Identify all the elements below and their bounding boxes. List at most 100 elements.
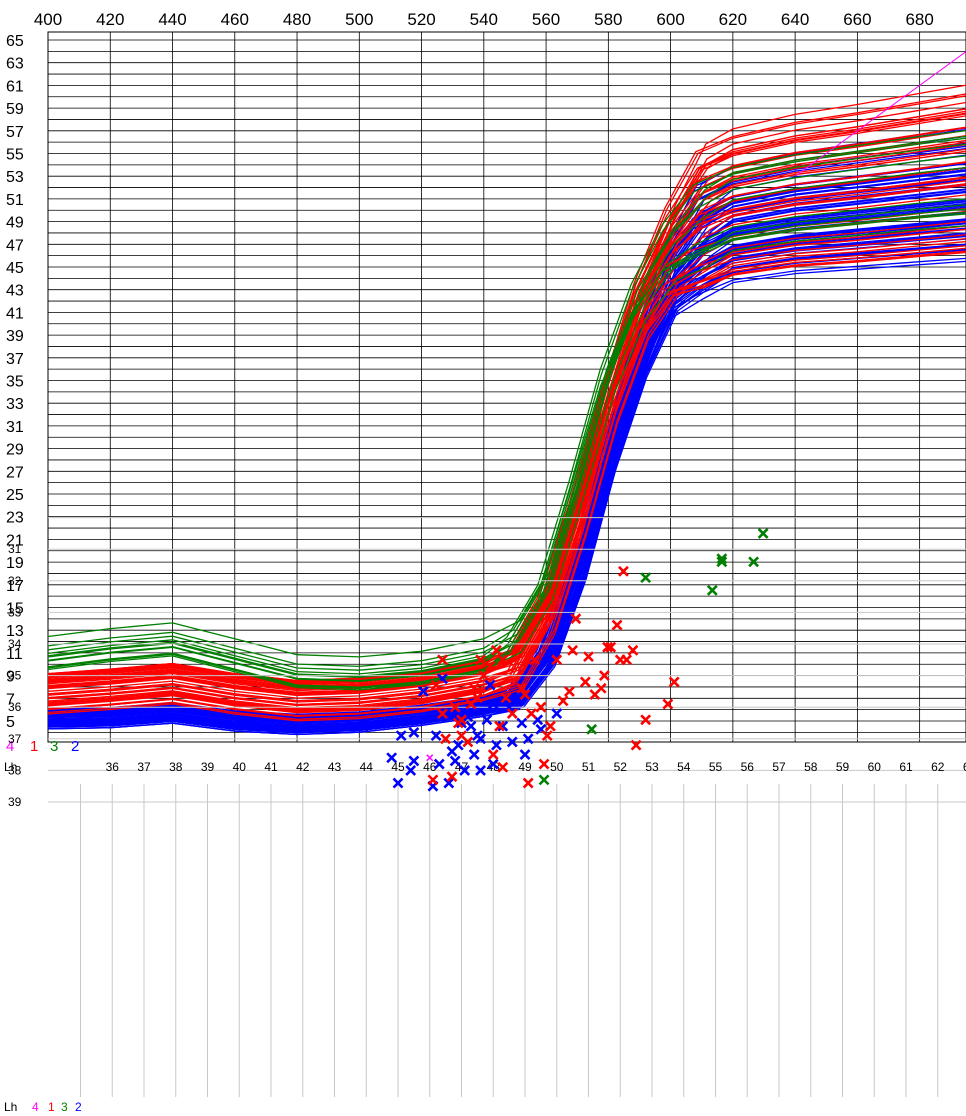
- scatter-point: [595, 682, 607, 694]
- line-x-tick-label: 400: [34, 10, 62, 29]
- spectral-line: [48, 237, 966, 722]
- spectral-line: [48, 137, 966, 682]
- spectral-line: [48, 220, 966, 713]
- scatter-point: [630, 739, 642, 751]
- scatter-point: [405, 764, 417, 776]
- scatter-y-tick-label: 36: [8, 700, 22, 714]
- scatter-x-tick-label: 37: [137, 760, 151, 774]
- scatter-point: [449, 701, 461, 713]
- line-y-tick-label: 63: [6, 56, 24, 73]
- scatter-point: [627, 644, 639, 656]
- line-x-tick-label: 640: [781, 10, 809, 29]
- scatter-point: [491, 644, 502, 656]
- line-series-group: [48, 50, 966, 736]
- line-chart-series: [48, 50, 966, 736]
- scatter-point: [557, 695, 569, 707]
- scatter-point: [437, 654, 448, 666]
- scatter-chart-points: [357, 527, 769, 792]
- line-y-tick-label: 15: [6, 601, 24, 618]
- scatter-x-tick-label: 63: [963, 760, 966, 774]
- scatter-point: [602, 641, 613, 653]
- scatter-y-tick-label: 31: [8, 542, 22, 556]
- line-x-tick-label: 680: [905, 10, 933, 29]
- scatter-point: [471, 730, 483, 742]
- scatter-y-tick-label: 35: [8, 669, 22, 683]
- line-y-tick-label: 5: [6, 714, 15, 731]
- scatter-point: [640, 714, 652, 726]
- scatter-point: [497, 761, 509, 773]
- scatter-x-tick-label: 44: [360, 760, 374, 774]
- scatter-point: [491, 739, 502, 751]
- scatter-point: [551, 654, 563, 666]
- scatter-y-tick-label: 39: [8, 795, 22, 809]
- scatter-point: [506, 708, 518, 719]
- scatter-legend-entry: 2: [75, 1100, 82, 1114]
- scatter-point: [427, 774, 439, 786]
- scatter-x-tick-label: 59: [836, 760, 850, 774]
- line-y-tick-label: 47: [6, 237, 24, 254]
- spectral-line: [48, 219, 966, 724]
- scatter-point: [459, 764, 471, 776]
- scatter-point: [611, 619, 623, 631]
- scatter-point: [668, 676, 680, 688]
- line-x-tick-label: 600: [656, 10, 684, 29]
- scatter-chart-x-ticks: 36 37 38 39 40 41 42 43 44 45 46 47 48 49 50 51 52 53 54 55…: [106, 760, 966, 774]
- line-y-tick-label: 33: [6, 396, 24, 413]
- line-y-tick-label: 31: [6, 419, 24, 436]
- spectral-line: [48, 180, 966, 690]
- scatter-x-tick-label: 46: [423, 760, 437, 774]
- scatter-point: [583, 651, 594, 663]
- line-y-tick-label: 41: [6, 305, 24, 322]
- scatter-point: [640, 572, 652, 584]
- scatter-point: [494, 720, 506, 732]
- line-chart-y-ticks: 5791113151719212325272931333537394143454…: [6, 33, 24, 731]
- scatter-x-tick-label: 49: [518, 760, 532, 774]
- line-y-tick-label: 23: [6, 510, 24, 527]
- scatter-point: [605, 641, 617, 653]
- scatter-point: [579, 676, 591, 688]
- scatter-x-tick-label: 58: [804, 760, 818, 774]
- scatter-point: [484, 679, 496, 691]
- line-y-tick-label: 59: [6, 101, 24, 118]
- scatter-point: [487, 749, 499, 761]
- scatter-x-tick-label: 41: [264, 760, 278, 774]
- line-y-tick-label: 49: [6, 215, 24, 232]
- scatter-point: [564, 685, 575, 697]
- spectral-line: [48, 250, 966, 703]
- line-y-tick-label: 11: [6, 646, 23, 663]
- line-y-tick-label: 9: [6, 669, 15, 686]
- line-y-tick-label: 25: [6, 487, 24, 504]
- scatter-point: [716, 553, 728, 565]
- scatter-point: [408, 727, 420, 738]
- spectral-line: [48, 167, 966, 695]
- scatter-x-tick-label: 39: [201, 760, 215, 774]
- scatter-point: [544, 720, 556, 732]
- scatter-legend-entry: 4: [32, 1100, 39, 1114]
- line-y-tick-label: 19: [6, 555, 24, 572]
- line-x-tick-label: 540: [470, 10, 498, 29]
- scatter-x-tick-label: 43: [328, 760, 342, 774]
- scatter-point: [567, 644, 579, 656]
- scatter-chart-y-ticks: 39 38 37 36 35 34 33 32 31: [8, 542, 22, 809]
- scatter-point: [503, 701, 515, 713]
- scatter-point: [386, 752, 398, 764]
- scatter-x-tick-label: 53: [645, 760, 659, 774]
- scatter-point: [430, 730, 442, 742]
- scatter-point: [408, 755, 420, 767]
- scatter-y-tick-label: 34: [8, 637, 22, 651]
- scatter-point: [484, 660, 496, 672]
- scatter-point: [535, 701, 547, 713]
- spectral-line: [48, 203, 966, 729]
- scatter-point: [541, 730, 553, 742]
- spectral-line: [48, 225, 966, 690]
- line-x-tick-label: 480: [283, 10, 311, 29]
- line-y-tick-label: 57: [6, 124, 24, 141]
- spectral-line: [48, 126, 966, 690]
- spectral-line-magenta: [794, 50, 966, 177]
- scatter-point: [471, 692, 483, 704]
- line-y-tick-label: 43: [6, 283, 24, 300]
- scatter-point: [446, 771, 458, 783]
- scatter-point: [525, 708, 537, 719]
- scatter-point: [522, 777, 534, 789]
